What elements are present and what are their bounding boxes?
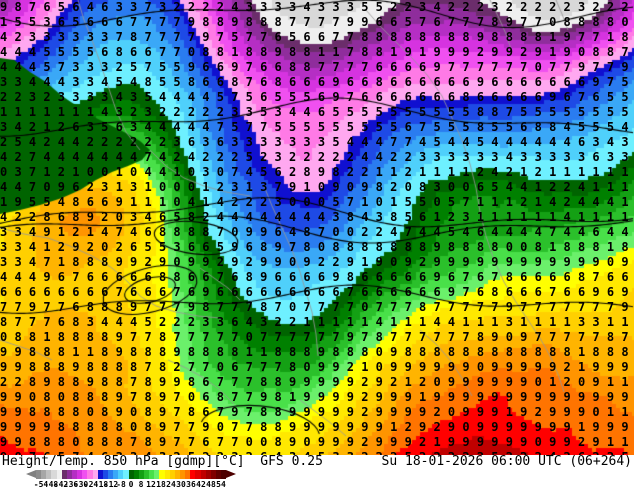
colorbar-swatch xyxy=(128,470,134,479)
colorbar-swatch xyxy=(118,470,124,479)
colorbar-swatch xyxy=(210,470,216,479)
colorbar-legend[interactable]: -54 -48 -42 -36 -30 -24 -18 -12 -8 0 8 12 18 24 30 36 42… xyxy=(0,470,634,490)
colorbar-swatch xyxy=(164,470,170,479)
colorbar-swatch xyxy=(149,470,155,479)
colorbar-swatch xyxy=(41,470,47,479)
caption-bar: Height/Temp. 850 hPa [gdmp][°C] GFS 0.25… xyxy=(2,454,632,470)
colorbar-swatch xyxy=(61,470,67,479)
colorbar-tick: -12 xyxy=(103,480,119,489)
colorbar-swatch xyxy=(97,470,103,479)
colorbar-tick: -42 xyxy=(53,480,69,489)
colorbar-tick: -24 xyxy=(83,480,99,489)
colorbar-tick: 42 xyxy=(196,480,206,489)
colorbar-tick: 36 xyxy=(186,480,196,489)
colorbar-tick-labels: -54 -48 -42 -36 -30 -24 -18 -12 -8 0 8 12 18 24 30 36 42… xyxy=(0,479,634,490)
colorbar-tick: -30 xyxy=(73,480,89,489)
colorbar-swatch xyxy=(174,470,180,479)
colorbar-swatches xyxy=(36,470,227,479)
chart-title: Height/Temp. 850 hPa [gdmp][°C] GFS 0.25 xyxy=(2,454,323,469)
chart-footer: Height/Temp. 850 hPa [gdmp][°C] GFS 0.25… xyxy=(0,454,634,490)
colorbar-tick: 30 xyxy=(176,480,186,489)
colorbar-swatch xyxy=(66,470,72,479)
colorbar-swatch xyxy=(215,470,222,479)
colorbar-swatch xyxy=(133,470,139,479)
colorbar-swatch xyxy=(51,470,57,479)
colorbar-swatch xyxy=(169,470,175,479)
colorbar-tick: 24 xyxy=(166,480,176,489)
colorbar-swatch xyxy=(190,470,196,479)
colorbar-swatch xyxy=(179,470,186,479)
colorbar-tick: -48 xyxy=(43,480,59,489)
colorbar-swatch xyxy=(46,470,52,479)
colorbar-swatch xyxy=(200,470,206,479)
colorbar-tick: 0 xyxy=(128,480,134,489)
colorbar-swatch xyxy=(71,470,78,479)
colorbar-swatch xyxy=(92,470,98,479)
colorbar-swatch xyxy=(36,470,42,479)
colorbar-swatch xyxy=(87,470,93,479)
colorbar-tick: 12 xyxy=(146,480,156,489)
colorbar-swatch xyxy=(138,470,144,479)
colorbar-swatch xyxy=(159,470,165,479)
map-panel[interactable]: 9 8 7 6 5 6 4 6 3 3 7 3 2 2 2 2 4 3 3 3 … xyxy=(0,0,634,455)
colorbar-swatch xyxy=(195,470,201,479)
colorbar-tick: 18 xyxy=(156,480,166,489)
colorbar-tick: -8 xyxy=(116,480,126,489)
colorbar-tick: 48 xyxy=(206,480,216,489)
colorbar-under-arrow xyxy=(26,470,36,478)
colorbar-swatch xyxy=(205,470,211,479)
valid-time-label: Su 18-01-2026 06:00 UTC (06+264) xyxy=(381,454,632,469)
colorbar-tick: -36 xyxy=(63,480,79,489)
colorbar-swatch xyxy=(56,470,62,479)
colorbar-swatch xyxy=(102,470,108,479)
colorbar-swatch xyxy=(123,470,129,479)
colorbar-tick: -18 xyxy=(93,480,109,489)
colorbar-swatch xyxy=(221,470,227,479)
colorbar-tick: 54 xyxy=(216,480,226,489)
colorbar-swatch xyxy=(185,470,191,479)
colorbar-swatch xyxy=(113,470,119,479)
temperature-field xyxy=(0,0,634,455)
colorbar-swatch xyxy=(107,470,114,479)
colorbar-swatch xyxy=(143,470,150,479)
colorbar-swatch xyxy=(154,470,160,479)
colorbar-swatch xyxy=(82,470,88,479)
colorbar-over-arrow xyxy=(226,470,236,478)
colorbar-tick: -54 xyxy=(33,480,49,489)
colorbar-swatch xyxy=(77,470,83,479)
colorbar-tick: 8 xyxy=(138,480,144,489)
